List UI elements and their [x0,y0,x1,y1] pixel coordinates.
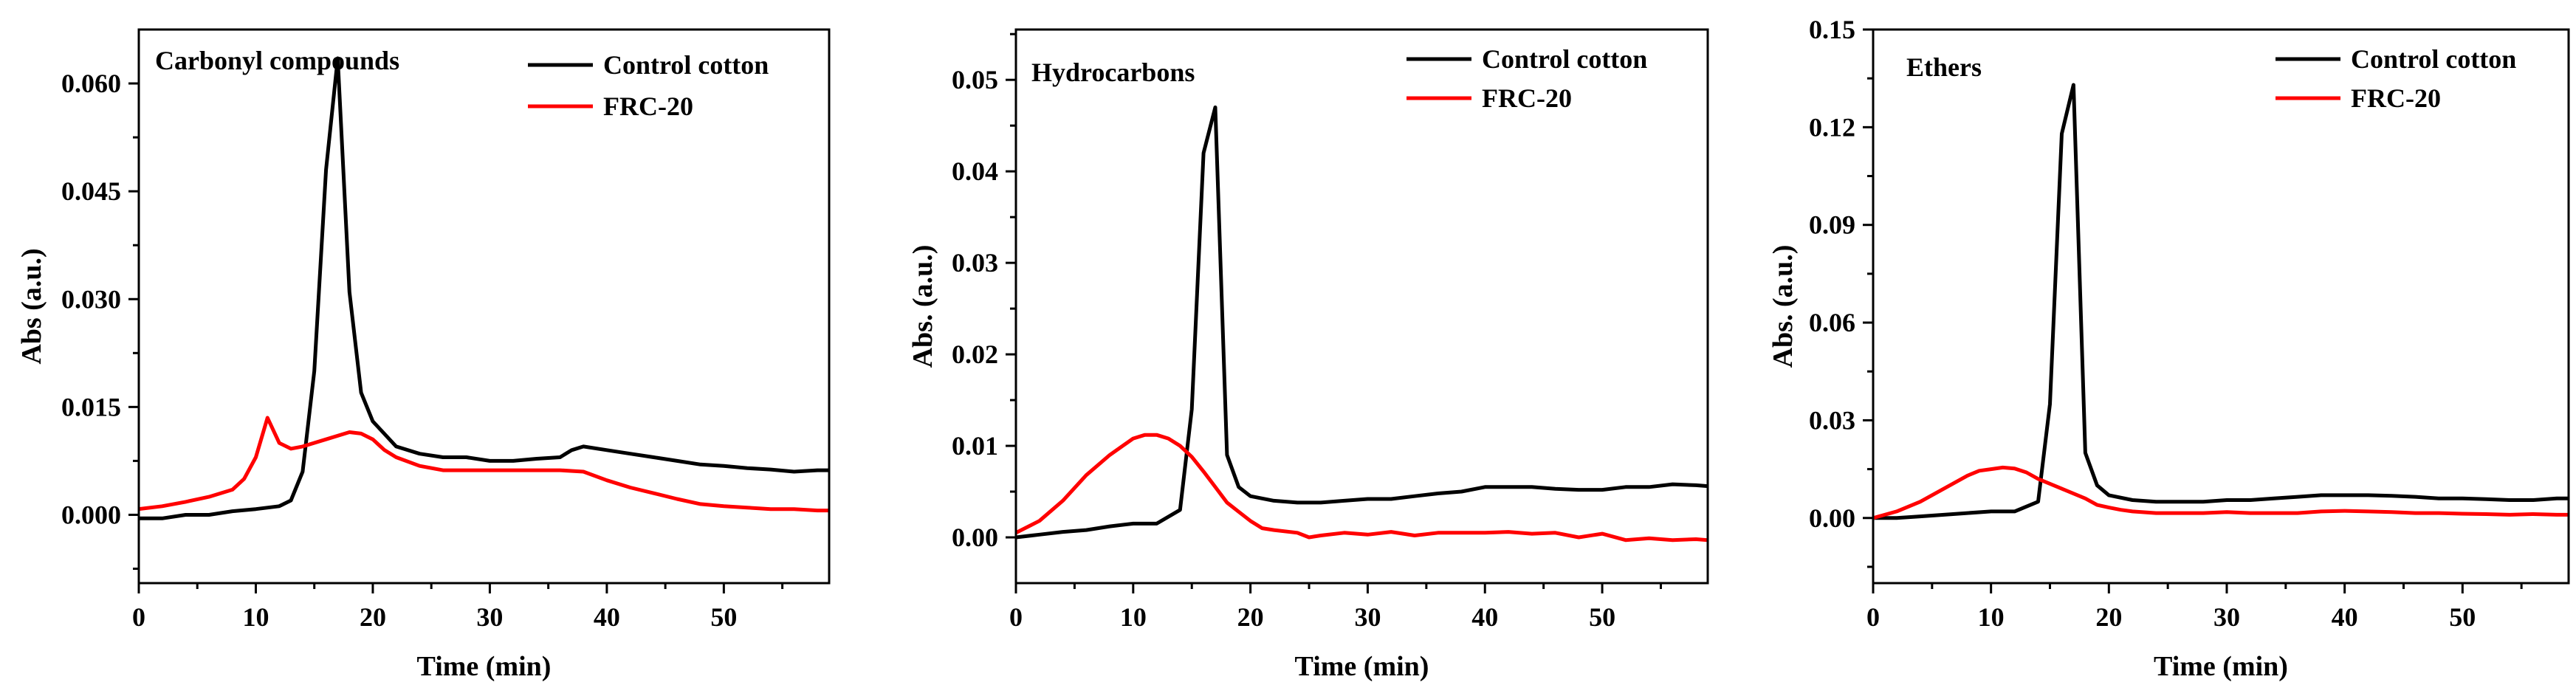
x-tick-label: 40 [594,602,620,632]
x-tick-label: 0 [132,602,145,632]
chart-panel-3: 0 10 20 30 40 50 0.00 0.03 0.06 0.09 0.12 0.15 Time … [1768,15,2570,682]
x-tick-label: 10 [1120,602,1147,632]
legend-label: FRC-20 [2351,83,2441,113]
y-tick-label: 0.00 [952,523,998,552]
series-line-control-cotton [1873,83,2569,520]
y-tick-label: 0.00 [1809,503,1855,533]
legend-label: Control cotton [603,50,769,80]
x-tick-label: 20 [2095,602,2122,632]
x-tick-label: 50 [1589,602,1615,632]
x-tick-label: 0 [1009,602,1023,632]
x-axis-label: Time (min) [417,651,552,682]
series-line-control-cotton [1016,105,1708,540]
y-tick-label: 0.05 [952,65,998,94]
x-tick-label: 20 [1237,602,1264,632]
y-tick-label: 0.060 [61,69,121,98]
chart-panel-2: 0 10 20 30 40 50 0.00 0.01 0.02 0.03 0.04 0.05 Time … [907,28,1709,682]
series-line-frc-20 [1016,433,1708,543]
legend-label: FRC-20 [603,92,693,121]
series-line-control-cotton [139,56,829,520]
x-tick-label: 40 [1471,602,1498,632]
y-tick-label: 0.02 [952,340,998,369]
panel-title: Hydrocarbons [1031,58,1195,87]
series-line-frc-20 [1873,465,2569,520]
y-tick-label: 0.01 [952,431,998,461]
y-tick-label: 0.15 [1809,15,1855,44]
y-tick-label: 0.12 [1809,112,1855,142]
x-tick-label: 30 [1354,602,1381,632]
plot-frame [1014,28,1709,585]
legend: Control cotton FRC-20 [1407,44,1647,113]
y-tick-label: 0.09 [1809,210,1855,240]
x-tick-label: 50 [710,602,737,632]
y-tick-label: 0.03 [1809,405,1855,435]
legend: Control cotton FRC-20 [2276,44,2516,113]
x-tick-label: 30 [476,602,503,632]
y-tick-label: 0.000 [61,500,121,529]
x-tick-label: 0 [1866,602,1880,632]
plot-frame [1872,28,2570,585]
y-axis-label: Abs (a.u.) [16,248,47,364]
x-tick-label: 20 [360,602,386,632]
y-axis-label: Abs. (a.u.) [907,245,938,368]
x-tick-label: 10 [1978,602,2005,632]
x-axis-label: Time (min) [2154,651,2288,682]
legend: Control cotton FRC-20 [528,50,769,121]
x-tick-label: 10 [242,602,269,632]
panel-title: Ethers [1906,52,1982,82]
y-tick-label: 0.06 [1809,308,1855,337]
legend-label: FRC-20 [1482,83,1572,113]
y-tick-label: 0.030 [61,284,121,314]
y-tick-label: 0.045 [61,176,121,206]
series-line-frc-20 [139,416,829,513]
x-tick-label: 30 [2213,602,2240,632]
x-tick-label: 40 [2332,602,2358,632]
x-axis-label: Time (min) [1295,651,1429,682]
plot-frame [137,28,831,585]
y-axis-label: Abs. (a.u.) [1768,245,1799,368]
y-tick-label: 0.03 [952,248,998,278]
panel-title: Carbonyl compounds [155,46,399,75]
chart-panel-1: 0 10 20 30 40 50 0.000 0.015 0.030 0.045 0.060 Time… [16,28,831,682]
y-tick-label: 0.015 [61,392,121,421]
legend-label: Control cotton [2351,44,2516,74]
y-tick-label: 0.04 [952,156,998,186]
legend-label: Control cotton [1482,44,1647,74]
x-tick-label: 50 [2449,602,2476,632]
